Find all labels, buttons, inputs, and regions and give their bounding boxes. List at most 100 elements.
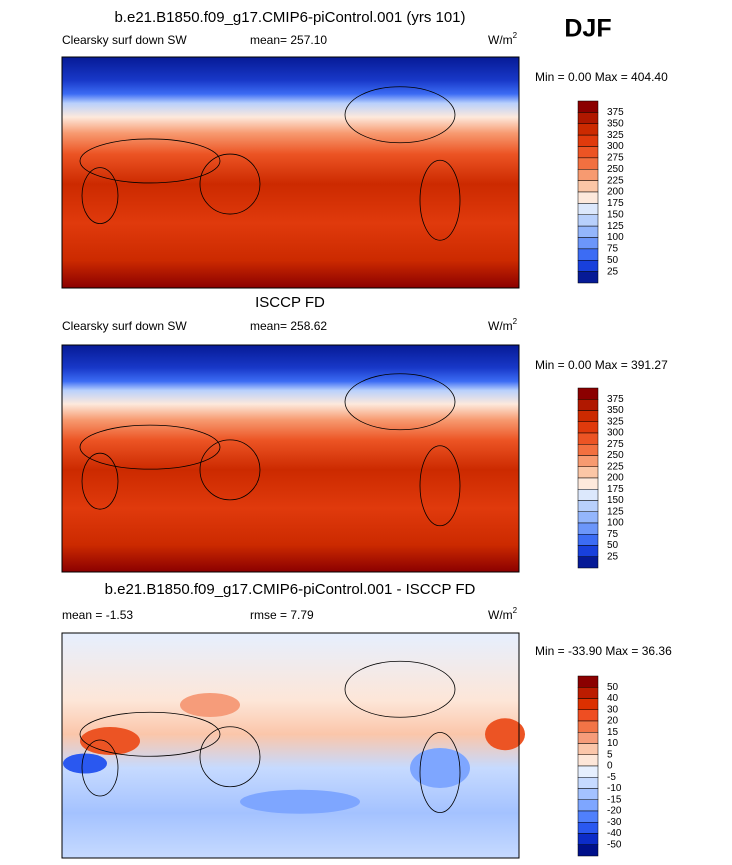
colorbar-label: -15 — [607, 794, 622, 805]
colorbar-box — [577, 709, 599, 722]
colorbar-label: 150 — [607, 495, 624, 506]
colorbar-label: 200 — [607, 473, 624, 484]
colorbar-label: 75 — [607, 244, 619, 255]
colorbar-label: 50 — [607, 540, 619, 551]
colorbar-label: 50 — [607, 255, 619, 266]
colorbar-label: 200 — [607, 187, 624, 198]
colorbar-box — [577, 545, 599, 557]
colorbar-box — [577, 556, 599, 569]
colorbar-box — [577, 799, 599, 812]
colorbar-box — [577, 511, 599, 524]
colorbar-label: 175 — [607, 198, 624, 209]
colorbar-label: 175 — [607, 484, 624, 495]
colorbar-box — [577, 698, 599, 710]
colorbar-box — [577, 687, 599, 699]
colorbar-label: 125 — [607, 506, 624, 517]
units-power: 2 — [513, 31, 518, 40]
coastline — [199, 153, 261, 215]
map-anomaly — [485, 718, 525, 751]
coastline — [81, 167, 119, 225]
map-frame — [61, 56, 520, 289]
colorbar-box — [577, 477, 599, 490]
map-frame — [61, 632, 520, 859]
units: W/m2 — [488, 31, 518, 47]
colorbar-label: 40 — [607, 693, 619, 704]
center-label: mean= 257.10 — [250, 33, 327, 47]
colorbar-label: 150 — [607, 209, 624, 220]
colorbar-box — [577, 534, 599, 546]
colorbar-box — [577, 444, 599, 456]
colorbar-label: -10 — [607, 783, 622, 794]
colorbar-label: 125 — [607, 221, 624, 232]
map-field — [62, 345, 519, 572]
map-anomaly — [240, 789, 360, 814]
coastline — [419, 445, 461, 527]
colorbar-box — [577, 260, 599, 272]
colorbar-label: 15 — [607, 727, 619, 738]
coastline — [79, 424, 221, 470]
colorbar-box — [577, 788, 599, 800]
colorbar-box — [577, 248, 599, 261]
coastline — [81, 739, 119, 797]
colorbar-box — [577, 743, 599, 755]
colorbar-box — [577, 432, 599, 445]
colorbar-label: 300 — [607, 141, 624, 152]
colorbar-box — [577, 271, 599, 284]
panel-title: ISCCP FD — [255, 294, 325, 311]
coastline — [199, 726, 261, 788]
colorbar-label: 25 — [607, 551, 619, 562]
map-anomaly — [180, 693, 240, 717]
left-label: Clearsky surf down SW — [62, 319, 187, 333]
units-base: W/m — [488, 33, 513, 47]
colorbar-label: -5 — [607, 772, 616, 783]
colorbar-label: -40 — [607, 828, 622, 839]
colorbar-box — [577, 833, 599, 845]
colorbar-box — [577, 421, 599, 434]
colorbar-box — [577, 134, 599, 147]
center-label: mean= 258.62 — [250, 319, 327, 333]
colorbar-label: -50 — [607, 839, 622, 850]
units-base: W/m — [488, 319, 513, 333]
colorbar-label: -20 — [607, 806, 622, 817]
min-max: Min = 0.00 Max = 391.27 — [535, 358, 668, 372]
coastline — [81, 452, 119, 510]
coastline — [199, 439, 261, 501]
left-label: Clearsky surf down SW — [62, 33, 187, 47]
colorbar-label: 325 — [607, 416, 624, 427]
colorbar-box — [577, 169, 599, 181]
colorbar-box — [577, 466, 599, 479]
colorbar-label: 20 — [607, 716, 619, 727]
colorbar-label: 325 — [607, 130, 624, 141]
units-power: 2 — [513, 606, 518, 615]
colorbar-box — [577, 489, 599, 501]
colorbar-label: 100 — [607, 518, 624, 529]
coastline — [79, 711, 221, 757]
colorbar-box — [577, 237, 599, 250]
center-label: rmse = 7.79 — [250, 608, 314, 622]
coastline — [344, 86, 456, 144]
colorbar-label: 350 — [607, 118, 624, 129]
colorbar-box — [577, 455, 599, 467]
min-max: Min = -33.90 Max = 36.36 — [535, 644, 672, 658]
colorbar-label: 25 — [607, 266, 619, 277]
colorbar-label: 225 — [607, 175, 624, 186]
colorbar-label: 10 — [607, 738, 619, 749]
min-max: Min = 0.00 Max = 404.40 — [535, 70, 668, 84]
left-label: mean = -1.53 — [62, 608, 133, 622]
colorbar-box — [577, 191, 599, 204]
units: W/m2 — [488, 317, 518, 333]
colorbar-box — [577, 387, 599, 400]
map-frame — [61, 344, 520, 573]
colorbar-box — [577, 675, 599, 688]
colorbar-label: 5 — [607, 749, 613, 760]
colorbar-box — [577, 225, 599, 238]
panel-title: b.e21.B1850.f09_g17.CMIP6-piControl.001 … — [114, 9, 465, 26]
colorbar-box — [577, 157, 599, 170]
colorbar-label: 275 — [607, 153, 624, 164]
map-field — [62, 57, 519, 288]
colorbar-box — [577, 822, 599, 834]
colorbar-box — [577, 203, 599, 215]
map-anomaly — [80, 727, 140, 755]
colorbar-box — [577, 123, 599, 136]
units-power: 2 — [513, 317, 518, 326]
